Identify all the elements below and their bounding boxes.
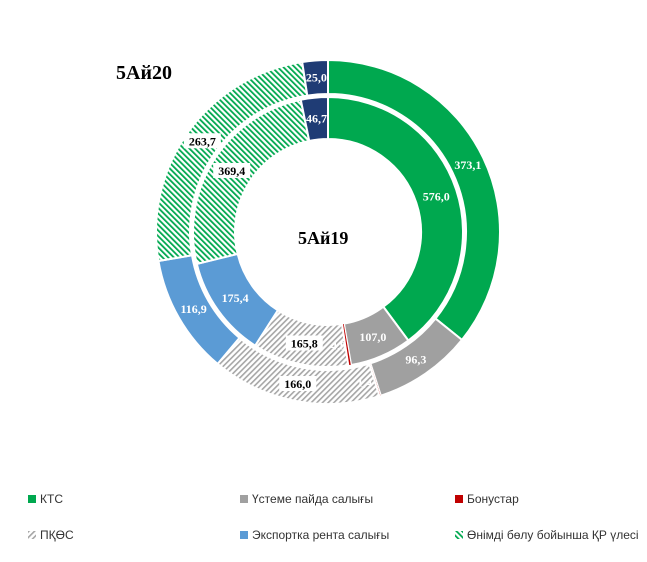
legend-label: ПҚӨС xyxy=(40,528,74,542)
data-label-bg xyxy=(213,162,251,178)
legend-label: КТС xyxy=(40,492,63,506)
data-labels: 373,1 96,3 1,4 166,0 116,9 263,7 25,0 576,0 107,… xyxy=(180,70,481,392)
legend-swatch xyxy=(28,531,36,539)
legend-swatch xyxy=(240,495,248,503)
data-label-bg xyxy=(183,133,221,149)
data-label-bg xyxy=(285,335,323,351)
legend-label: Бонустар xyxy=(467,492,519,506)
outer-data-label-psa-share: 263,7 xyxy=(189,134,216,148)
inner-ring-label: 5Ай19 xyxy=(298,228,349,248)
data-label-bg xyxy=(279,376,317,392)
inner-data-label-mineral-tax: 165,8 xyxy=(291,337,318,351)
legend-item-psa-share: Өнімді бөлу бойынша ҚР үлесі xyxy=(455,528,639,542)
outer-data-label-bonuses: 1,4 xyxy=(357,376,372,390)
legend: КТС Үстеме пайда салығы Бонустар ПҚӨС Эк… xyxy=(0,480,647,560)
legend-label: Үстеме пайда салығы xyxy=(252,492,374,506)
inner-slice-other xyxy=(299,95,329,143)
legend-swatch xyxy=(455,495,463,503)
legend-swatch xyxy=(240,531,248,539)
inner-data-label-bonuses: 4,9 xyxy=(331,339,346,353)
legend-label: Өнімді бөлу бойынша ҚР үлесі xyxy=(467,528,639,542)
outer-data-label-export-rent-tax: 116,9 xyxy=(180,302,206,316)
legend-item-mineral-tax: ПҚӨС xyxy=(28,528,74,542)
legend-item-export-rent-tax: Экспортка рента салығы xyxy=(240,528,389,542)
outer-slice-other xyxy=(301,58,329,97)
outer-data-label-other: 25,0 xyxy=(306,70,327,84)
inner-data-label-kts: 576,0 xyxy=(423,189,450,203)
outer-ring xyxy=(155,58,501,405)
inner-slice-kts xyxy=(327,95,464,342)
legend-label: Экспортка рента салығы xyxy=(252,528,390,542)
legend-swatch xyxy=(28,495,36,503)
inner-ring xyxy=(192,95,464,368)
inner-data-label-psa-share: 369,4 xyxy=(218,164,245,178)
legend-item-kts: КТС xyxy=(28,492,63,506)
legend-swatch xyxy=(455,531,463,539)
legend-item-bonuses: Бонустар xyxy=(455,492,519,506)
inner-data-label-excess-profit-tax: 107,0 xyxy=(359,330,386,344)
outer-data-label-excess-profit-tax: 96,3 xyxy=(405,353,426,367)
outer-data-label-mineral-tax: 166,0 xyxy=(284,377,311,391)
outer-ring-label: 5Ай20 xyxy=(116,62,172,84)
inner-data-label-export-rent-tax: 175,4 xyxy=(222,291,249,305)
legend-item-excess-profit-tax: Үстеме пайда салығы xyxy=(240,492,373,506)
donut-chart: 373,1 96,3 1,4 166,0 116,9 263,7 25,0 576,0 107,… xyxy=(155,58,501,405)
outer-data-label-kts: 373,1 xyxy=(454,158,481,172)
inner-data-label-other: 46,7 xyxy=(306,112,327,126)
